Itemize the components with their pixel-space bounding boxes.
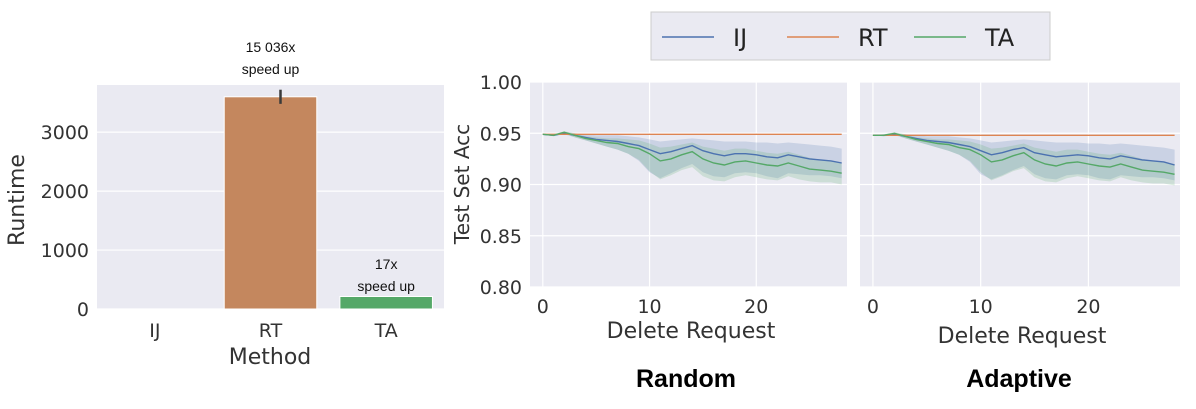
- speedup-annotation-ta: 17x: [375, 256, 398, 272]
- adaptive-x-axis-label: Delete Request: [938, 324, 1107, 349]
- random-x-tick: 20: [744, 296, 768, 318]
- runtime-bar-chart: 15 036x speed up 17x speed up 0 1000 2000 3000…: [5, 39, 444, 370]
- random-x-tick: 0: [537, 296, 549, 318]
- random-y-tick: 0.95: [480, 123, 522, 145]
- bar-x-tick: TA: [374, 320, 398, 342]
- random-x-tick: 10: [637, 296, 661, 318]
- adaptive-panel-title: Adaptive: [966, 365, 1072, 393]
- bar-x-tick: RT: [259, 320, 283, 342]
- bar-x-axis-label: Method: [229, 345, 312, 370]
- bar-y-tick: 3000: [41, 122, 89, 144]
- random-y-tick: 0.80: [480, 277, 522, 299]
- random-y-axis-label: Test Set Acc: [450, 124, 474, 245]
- adaptive-line-ij: [872, 133, 1175, 166]
- legend: IJ RT TA: [650, 11, 1051, 61]
- bar-ta: [339, 296, 433, 310]
- random-line-ta: [542, 131, 842, 174]
- random-y-tick: 0.90: [480, 175, 522, 197]
- random-y-tick: 0.85: [480, 226, 522, 248]
- speedup-annotation-rt: 15 036x: [246, 39, 296, 55]
- adaptive-x-tick: 0: [867, 296, 879, 318]
- legend-frame: [650, 11, 1051, 61]
- legend-label-ij: IJ: [733, 24, 747, 52]
- bar-x-tick: IJ: [149, 320, 160, 342]
- bar-y-tick: 2000: [41, 181, 89, 203]
- bar-y-axis-label: Runtime: [5, 154, 30, 246]
- adaptive-line-chart: 0 10 20 Delete Request Adaptive: [860, 81, 1180, 393]
- random-line-chart: 0.80 0.85 0.90 0.95 1.00 0 10 20 Delete Request…: [450, 72, 847, 393]
- speedup-annotation-ta: speed up: [357, 278, 415, 294]
- random-band-ta: [542, 131, 842, 185]
- random-x-axis-label: Delete Request: [607, 319, 776, 344]
- random-line-ij: [542, 132, 842, 164]
- bar-rt: [223, 96, 318, 310]
- bar-y-tick: 1000: [41, 240, 89, 262]
- random-y-tick: 1.00: [480, 72, 522, 94]
- adaptive-x-tick: 10: [969, 296, 993, 318]
- legend-label-ta: TA: [984, 24, 1015, 52]
- speedup-annotation-rt: speed up: [242, 61, 300, 77]
- legend-label-rt: RT: [858, 24, 888, 52]
- bar-y-tick: 0: [77, 299, 89, 321]
- random-panel-title: Random: [636, 365, 736, 393]
- adaptive-band-ta: [872, 132, 1175, 186]
- adaptive-line-ta: [872, 132, 1175, 175]
- adaptive-x-tick: 20: [1076, 296, 1100, 318]
